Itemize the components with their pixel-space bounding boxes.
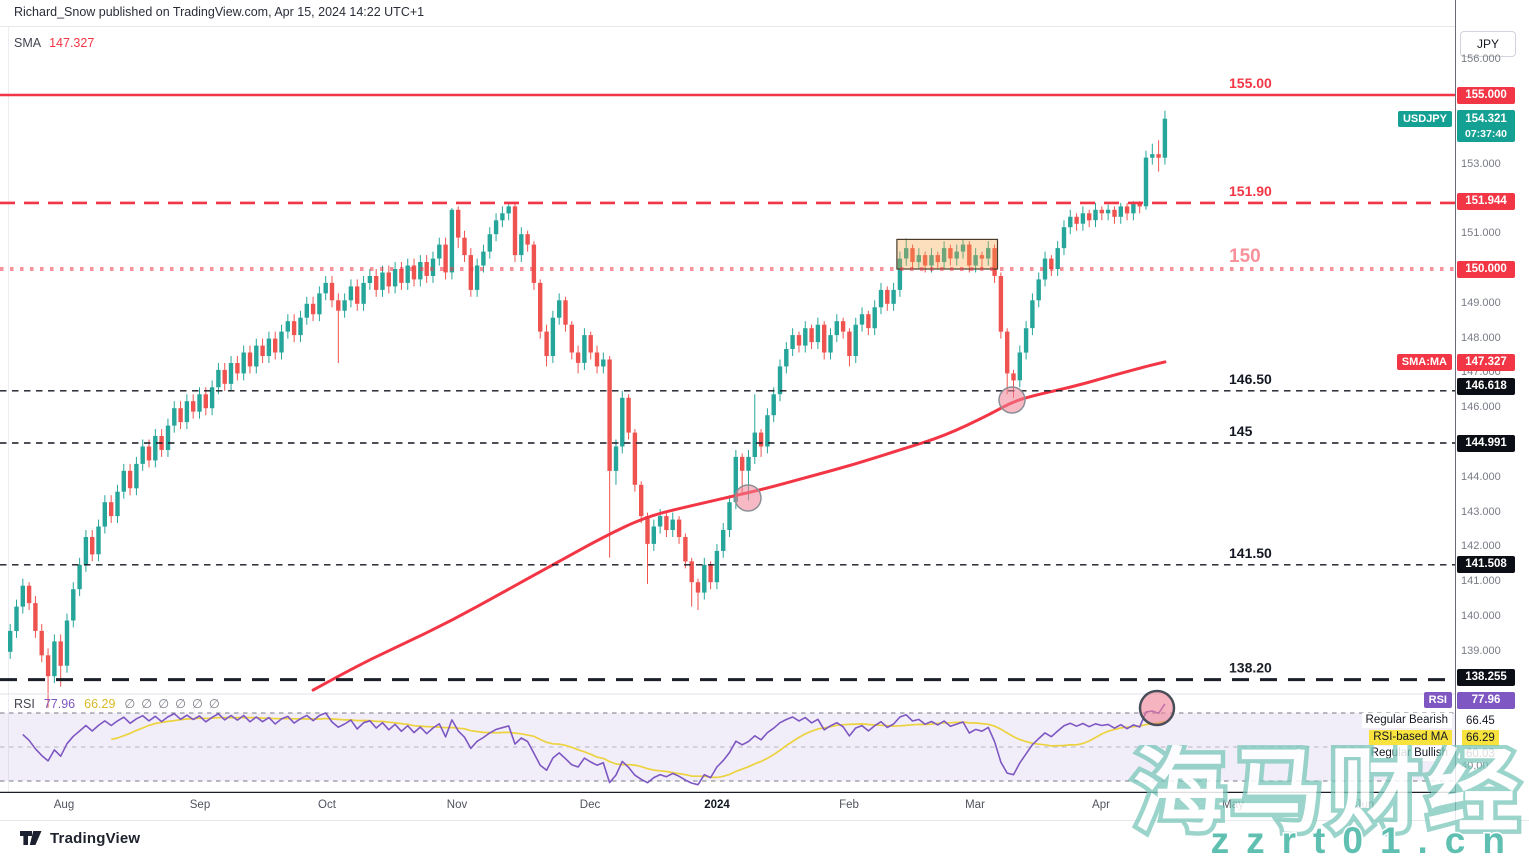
header-divider — [0, 26, 1529, 27]
rsi-empty-slot: ∅ — [191, 697, 203, 711]
time-axis-label-2024: 2024 — [704, 799, 730, 811]
time-axis-label-Oct: Oct — [318, 799, 336, 811]
svg-text:146.50: 146.50 — [1229, 371, 1272, 387]
rsi-divergence-label: RSI-based MA — [1369, 730, 1452, 745]
rsi-axis-tick: 40.00 — [1461, 760, 1489, 772]
price-label-154.321: 154.321 07:37:40 — [1457, 110, 1515, 143]
tradingview-footer-logo[interactable]: TradingView — [20, 829, 140, 847]
price-axis-tick: 144.000 — [1461, 470, 1501, 483]
time-axis-label-Dec: Dec — [579, 799, 601, 811]
time-axis-label-Mar: Mar — [965, 799, 985, 811]
rsi-divergence-value: 66.29 — [1462, 730, 1499, 746]
svg-text:150: 150 — [1229, 246, 1261, 267]
price-axis-tick: 142.000 — [1461, 540, 1501, 553]
sma-legend-value: 147.327 — [49, 36, 95, 50]
price-axis-tick: 139.000 — [1461, 644, 1501, 657]
time-axis[interactable]: Aug Sep Oct Nov Dec 2024 Feb Mar Apr May Jun — [0, 793, 1455, 820]
svg-text:155.00: 155.00 — [1229, 75, 1272, 91]
symbol-tag: USDJPY — [1397, 110, 1452, 127]
time-axis-label-Apr: Apr — [1092, 799, 1110, 811]
tradingview-wordmark: TradingView — [50, 829, 141, 847]
rsi-divergence-value: 60.03 — [1462, 746, 1499, 762]
time-axis-label-Feb: Feb — [839, 799, 859, 811]
price-axis-tick: 140.000 — [1461, 610, 1501, 622]
price-label-146.618: 146.618 — [1457, 378, 1515, 396]
chart-canvas[interactable]: 155.00 151.90 150 146.50 145 141.50 138.20 — [0, 0, 1529, 822]
rsi-ma-legend-value: 66.29 — [84, 697, 116, 711]
svg-text:151.90: 151.90 — [1229, 183, 1272, 199]
sma-legend-label: SMA — [14, 36, 42, 50]
price-axis-tick: 146.000 — [1461, 401, 1501, 414]
rsi-empty-slot: ∅ — [208, 697, 220, 711]
price-label-150.000: 150.000 — [1457, 260, 1515, 278]
rsi-empty-slot: ∅ — [175, 697, 186, 711]
rsi-legend-label: RSI — [14, 697, 35, 711]
publish-header: Richard_Snow published on TradingView.co… — [14, 5, 425, 19]
time-axis-label-May: May — [1222, 799, 1244, 811]
rsi-empty-slot: ∅ — [141, 697, 153, 711]
price-axis-tick: 153.000 — [1461, 157, 1501, 170]
price-label-138.255: 138.255 — [1457, 669, 1515, 687]
rsi-legend-value: 77.96 — [43, 697, 76, 711]
price-axis-tick: 143.000 — [1461, 505, 1501, 518]
price-axis[interactable]: JPY 156.000 153.000 151.000 149.000 148.000 1… — [1455, 0, 1529, 820]
price-axis-tick: 156.000 — [1461, 53, 1501, 66]
price-label-155.000: 155.000 — [1457, 86, 1515, 104]
svg-text:141.50: 141.50 — [1229, 545, 1272, 561]
price-axis-tick: 151.000 — [1461, 227, 1501, 240]
time-axis-label-Sep: Sep — [189, 799, 211, 811]
rsi-divergence-label: Regular Bearish — [1361, 713, 1452, 728]
price-label-151.944: 151.944 — [1457, 192, 1515, 210]
price-label-144.991: 144.991 — [1457, 434, 1515, 452]
watermark-url-text: zzrt01.cn — [1211, 820, 1522, 857]
countdown-timer: 07:37:40 — [1464, 128, 1508, 141]
svg-text:138.20: 138.20 — [1229, 660, 1272, 676]
rsi-divergence-value: 66.45 — [1462, 713, 1499, 729]
price-axis-tick: 141.000 — [1461, 575, 1501, 588]
currency-toggle-button[interactable]: JPY — [1460, 31, 1516, 57]
rsi-value-label: 77.96 — [1457, 692, 1515, 709]
price-label-147.327: 147.327 — [1457, 353, 1515, 371]
price-label-141.508: 141.508 — [1457, 556, 1515, 574]
rsi-divergence-label: Regular Bullish — [1366, 746, 1452, 761]
rsi-tag: RSI — [1423, 692, 1452, 708]
sma-legend[interactable]: SMA 147.327 — [14, 36, 94, 50]
time-axis-divider — [0, 820, 1529, 821]
rsi-legend[interactable]: RSI 77.96 66.29 ∅ ∅ ∅ ∅ ∅ ∅ — [14, 696, 235, 711]
rsi-empty-slot: ∅ — [158, 697, 170, 711]
time-axis-label-Nov: Nov — [446, 799, 468, 811]
time-axis-label-Aug: Aug — [53, 799, 75, 811]
time-axis-label-Jun: Jun — [1355, 799, 1375, 811]
rsi-empty-values: ∅ ∅ ∅ ∅ ∅ ∅ — [124, 697, 225, 711]
tradingview-icon — [20, 831, 42, 845]
price-axis-tick: 149.000 — [1461, 296, 1501, 309]
svg-text:145: 145 — [1229, 423, 1253, 439]
indicator-tag: SMA:MA — [1396, 354, 1452, 371]
price-axis-tick: 148.000 — [1461, 331, 1501, 344]
rsi-empty-slot: ∅ — [124, 697, 136, 711]
